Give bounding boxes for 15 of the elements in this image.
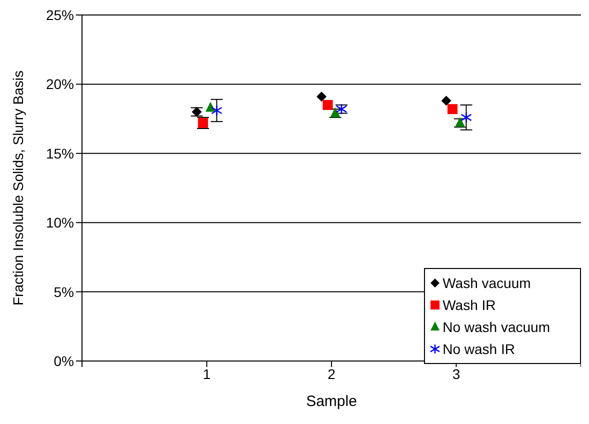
legend-label: Wash IR — [442, 297, 496, 313]
y-axis-title: Fraction Insoluble Solids, Slurry Basis — [10, 70, 26, 306]
y-tick-label: 20% — [46, 76, 74, 92]
legend-label: No wash vacuum — [442, 319, 550, 335]
y-tick-label: 10% — [46, 214, 74, 231]
y-tick-label: 25% — [46, 6, 74, 23]
legend-label: Wash vacuum — [442, 275, 531, 291]
x-tick-label: 2 — [328, 366, 336, 382]
x-axis-title: Sample — [306, 393, 357, 410]
y-tick-label: 0% — [54, 352, 74, 369]
y-tick-label: 5% — [54, 284, 74, 300]
x-tick-label: 1 — [202, 366, 211, 382]
x-tick-label: 3 — [452, 366, 460, 382]
legend-label: No wash IR — [442, 341, 515, 357]
y-tick-label: 15% — [46, 145, 74, 162]
